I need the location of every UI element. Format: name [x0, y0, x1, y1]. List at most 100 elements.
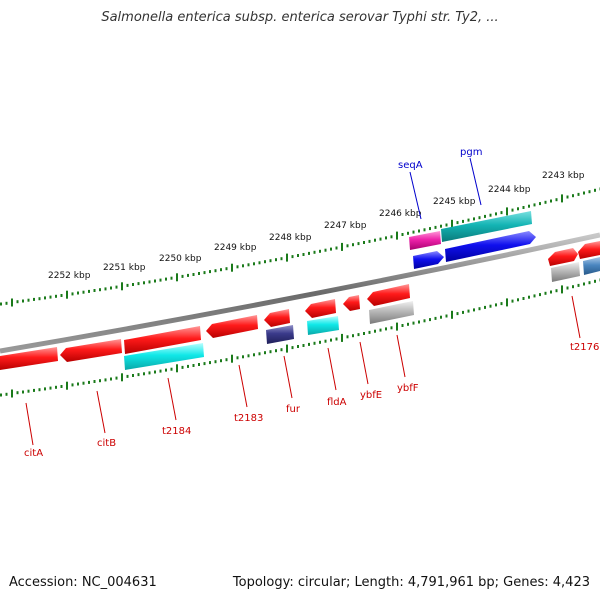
- scale-ticks-inner: [0, 278, 600, 398]
- minor-tick: [192, 364, 195, 367]
- minor-tick: [330, 247, 332, 251]
- minor-tick: [418, 320, 420, 324]
- minor-tick: [456, 221, 459, 225]
- minor-tick: [550, 290, 552, 294]
- scale-label: 2252 kbp: [48, 271, 91, 281]
- gene-label-cita[interactable]: citA: [24, 448, 43, 459]
- scale-label: 2249 kbp: [214, 243, 257, 253]
- gene-arrow-blue-2[interactable]: [445, 231, 536, 262]
- gene-arrow-t2183[interactable]: [206, 315, 258, 338]
- minor-tick: [522, 297, 525, 300]
- minor-tick: [5, 301, 8, 305]
- gene-label-ybfe[interactable]: ybfE: [360, 390, 382, 401]
- minor-tick: [269, 350, 272, 354]
- minor-tick: [93, 289, 96, 292]
- gene-label-t2176[interactable]: t2176: [570, 342, 599, 353]
- minor-tick: [198, 363, 200, 366]
- leader-line: [283, 355, 293, 399]
- gene-arrow-seqa[interactable]: [409, 231, 441, 250]
- major-tick: [451, 310, 453, 319]
- minor-tick: [555, 289, 558, 293]
- gene-label-t2184[interactable]: t2184: [162, 426, 191, 437]
- minor-tick: [275, 258, 277, 262]
- gene-arrow-red-right-1[interactable]: [548, 248, 578, 266]
- major-tick: [396, 231, 398, 240]
- gene-arrow-citb[interactable]: [60, 339, 122, 362]
- gene-arrow-t2184[interactable]: [124, 326, 201, 354]
- minor-tick: [82, 290, 85, 294]
- minor-tick: [368, 239, 371, 243]
- minor-tick: [0, 393, 2, 397]
- minor-tick: [330, 338, 332, 342]
- minor-tick: [401, 233, 404, 236]
- minor-tick: [55, 385, 57, 389]
- minor-tick: [528, 204, 530, 208]
- minor-tick: [357, 242, 360, 246]
- minor-tick: [154, 279, 156, 283]
- gene-arrow-cita[interactable]: [0, 347, 58, 370]
- minor-tick: [583, 282, 585, 286]
- gene-label-fur[interactable]: fur: [286, 404, 301, 415]
- gene-arrow-red-right-2[interactable]: [578, 241, 600, 259]
- gene-arrow-flda-cyan[interactable]: [307, 316, 339, 335]
- minor-tick: [110, 377, 112, 381]
- minor-tick: [16, 391, 19, 395]
- minor-tick: [407, 231, 409, 235]
- minor-tick: [143, 372, 145, 376]
- minor-tick: [473, 217, 475, 221]
- scale-label: 2246 kbp: [379, 209, 422, 219]
- gene-arrow-steel-right[interactable]: [583, 257, 600, 275]
- gene-label-t2183[interactable]: t2183: [234, 413, 263, 424]
- gene-label-seqa[interactable]: seqA: [398, 160, 423, 171]
- minor-tick: [533, 203, 536, 207]
- minor-tick: [489, 304, 492, 308]
- minor-tick: [544, 200, 547, 204]
- gene-label-citb[interactable]: citB: [97, 438, 116, 449]
- genome-summary-text: Topology: circular; Length: 4,791,961 bp…: [232, 575, 590, 590]
- scale-label: 2244 kbp: [488, 185, 531, 195]
- gene-arrow-fur-navy[interactable]: [266, 325, 294, 344]
- gene-arrow-t2184-cyan[interactable]: [124, 343, 204, 370]
- gene-arrow-gray-right[interactable]: [551, 262, 580, 282]
- minor-tick: [379, 328, 382, 332]
- scale-ticks-outer: [0, 187, 600, 307]
- minor-tick: [77, 382, 79, 386]
- gene-arrow-fur[interactable]: [264, 309, 290, 327]
- gene-arrow-blue-1[interactable]: [413, 251, 444, 269]
- gene-arrow-flda[interactable]: [305, 299, 336, 318]
- minor-tick: [484, 305, 486, 309]
- major-tick: [231, 263, 233, 272]
- minor-tick: [462, 310, 464, 314]
- leader-line: [409, 171, 422, 220]
- minor-tick: [297, 345, 299, 348]
- gene-label-pgm[interactable]: pgm: [460, 147, 482, 158]
- minor-tick: [115, 285, 118, 289]
- gene-label-flda[interactable]: fldA: [327, 397, 347, 408]
- minor-tick: [192, 273, 195, 276]
- minor-tick: [577, 192, 580, 196]
- gene-arrow-ybff[interactable]: [367, 284, 410, 306]
- minor-tick: [308, 342, 310, 346]
- minor-tick: [594, 188, 596, 192]
- minor-tick: [412, 230, 415, 234]
- minor-tick: [385, 327, 387, 331]
- minor-tick: [165, 277, 167, 281]
- gene-arrow-ybfe[interactable]: [343, 295, 360, 311]
- gene-label-ybff[interactable]: ybfF: [397, 383, 419, 394]
- gene-arrow-ybff-gray[interactable]: [369, 301, 414, 324]
- minor-tick: [159, 278, 162, 282]
- minor-tick: [236, 265, 239, 269]
- minor-tick: [159, 369, 162, 373]
- major-tick: [66, 381, 68, 390]
- minor-tick: [352, 334, 354, 338]
- minor-tick: [214, 360, 217, 364]
- minor-tick: [44, 296, 46, 300]
- gene-arrow-pgm[interactable]: [441, 211, 532, 242]
- minor-tick: [99, 379, 101, 383]
- minor-tick: [544, 291, 547, 295]
- leader-line: [96, 390, 106, 434]
- minor-tick: [280, 257, 283, 261]
- minor-tick: [528, 295, 530, 299]
- minor-tick: [27, 389, 30, 393]
- minor-tick: [49, 386, 52, 390]
